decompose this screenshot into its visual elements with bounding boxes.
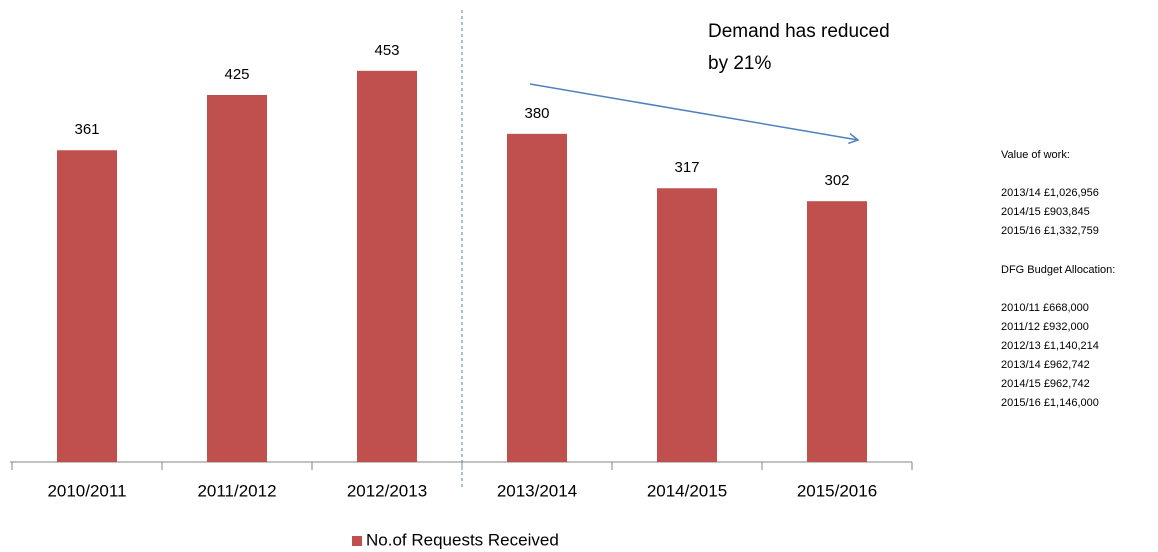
data-label: 302 xyxy=(824,172,849,189)
bar xyxy=(807,201,867,463)
annotation: by 21% xyxy=(708,53,771,74)
x-tick-label: 2011/2012 xyxy=(197,481,276,500)
bar xyxy=(207,94,267,462)
x-tick-label: 2013/2014 xyxy=(497,481,577,500)
legend-swatch xyxy=(352,536,362,546)
bar xyxy=(507,133,567,462)
x-tick-label: 2010/2011 xyxy=(47,481,126,500)
bar xyxy=(57,150,117,463)
note-item: 2011/12 £932,000 xyxy=(1001,321,1089,333)
bar xyxy=(357,70,417,462)
legend-label: No.of Requests Received xyxy=(366,530,559,549)
data-label: 317 xyxy=(674,159,699,176)
trend-arrow xyxy=(529,83,860,145)
data-label: 425 xyxy=(224,66,249,83)
data-label: 380 xyxy=(524,105,549,122)
note-item: 2013/14 £1,026,956 xyxy=(1001,187,1099,199)
note-item: 2014/15 £903,845 xyxy=(1001,206,1090,218)
data-label: 361 xyxy=(74,121,99,138)
note-title: Value of work: xyxy=(1001,149,1070,161)
note-item: 2015/16 £1,332,759 xyxy=(1001,225,1099,237)
x-tick-label: 2015/2016 xyxy=(797,481,877,500)
note-item: 2014/15 £962,742 xyxy=(1001,378,1090,390)
bar xyxy=(657,188,717,462)
note-item: 2010/11 £668,000 xyxy=(1001,302,1089,314)
note-item: 2015/16 £1,146,000 xyxy=(1001,397,1099,409)
data-label: 453 xyxy=(374,42,399,59)
x-tick-label: 2012/2013 xyxy=(347,481,427,500)
annotation: Demand has reduced xyxy=(708,21,890,42)
note-item: 2012/13 £1,140,214 xyxy=(1001,340,1099,352)
x-tick-label: 2014/2015 xyxy=(647,481,727,500)
note-title: DFG Budget Allocation: xyxy=(1001,264,1115,276)
note-item: 2013/14 £962,742 xyxy=(1001,359,1090,371)
